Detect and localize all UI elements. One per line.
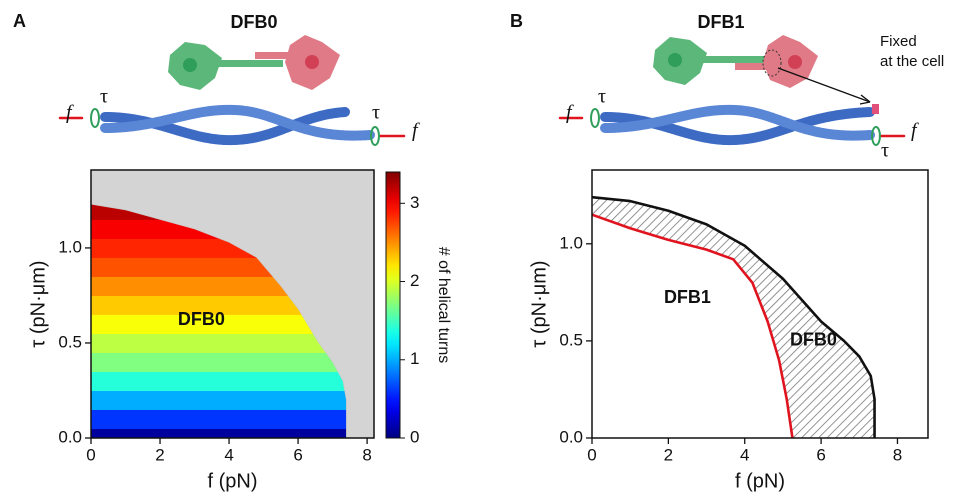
x-tick-label: 4 — [224, 445, 233, 464]
series-label: DFB1 — [664, 287, 711, 307]
y-tick-label: 0.5 — [58, 332, 82, 351]
series-line — [591, 195, 876, 438]
torque-label: τ — [598, 86, 606, 108]
x-tick-label: 4 — [740, 445, 749, 464]
colorbar — [385, 171, 401, 439]
colorbar-tick-label: 0 — [410, 427, 419, 446]
series-label: DFB0 — [790, 330, 837, 350]
y-tick-label: 0.0 — [58, 427, 82, 446]
plot-frame — [90, 169, 375, 439]
colorbar-tick-label: 2 — [410, 271, 419, 290]
x-tick-label: 0 — [587, 445, 596, 464]
heatmap-band — [91, 371, 347, 391]
torque-label: τ — [100, 86, 108, 108]
x-tick-label: 2 — [664, 445, 673, 464]
illustration-title: DFB0 — [230, 12, 277, 32]
colorbar-label: # of helical turns — [435, 247, 452, 364]
y-tick-label: 0.0 — [559, 427, 583, 446]
x-tick-label: 0 — [86, 445, 95, 464]
torque-label: τ — [372, 102, 380, 124]
panel-letter: B — [510, 11, 523, 31]
panel-letter: A — [13, 11, 26, 31]
force-label: f — [66, 102, 74, 124]
y-axis-label: τ (pN·μm) — [528, 260, 550, 347]
helix-illustration — [58, 104, 406, 146]
region-boundary — [90, 203, 347, 438]
between-area — [592, 197, 875, 438]
note: Fixed — [880, 33, 917, 50]
force-label: f — [412, 120, 420, 142]
y-axis-label: τ (pN·μm) — [27, 260, 49, 347]
heatmap-band — [91, 333, 347, 353]
heatmap-band — [91, 390, 347, 410]
colorbar-tick-label: 3 — [410, 193, 419, 212]
force-label: f — [566, 102, 574, 124]
x-tick-label: 6 — [816, 445, 825, 464]
series-line — [591, 213, 794, 439]
heatmap-band — [91, 352, 347, 372]
region-label: DFB0 — [178, 309, 225, 329]
x-tick-label: 8 — [362, 445, 371, 464]
colorbar-tick-label: 1 — [410, 349, 419, 368]
torque-label: τ — [881, 140, 889, 162]
x-tick-label: 6 — [293, 445, 302, 464]
y-tick-label: 0.5 — [559, 330, 583, 349]
heatmap-band — [91, 314, 347, 334]
plot-frame — [591, 169, 929, 439]
y-tick-label: 1.0 — [559, 233, 583, 252]
x-axis-label: f (pN) — [208, 470, 258, 492]
cells-illustration — [653, 35, 871, 105]
y-tick-label: 1.0 — [58, 237, 82, 256]
heatmap-band — [91, 428, 347, 438]
helix-illustration — [558, 104, 906, 146]
x-tick-label: 2 — [155, 445, 164, 464]
illustration-title: DFB1 — [697, 12, 744, 32]
x-axis-label: f (pN) — [735, 470, 785, 492]
force-label: f — [911, 120, 919, 142]
x-tick-label: 8 — [893, 445, 902, 464]
heatmap-band — [91, 409, 347, 429]
note: at the cell — [880, 53, 944, 70]
cells-illustration — [168, 35, 340, 90]
heatmap-band — [91, 295, 347, 315]
